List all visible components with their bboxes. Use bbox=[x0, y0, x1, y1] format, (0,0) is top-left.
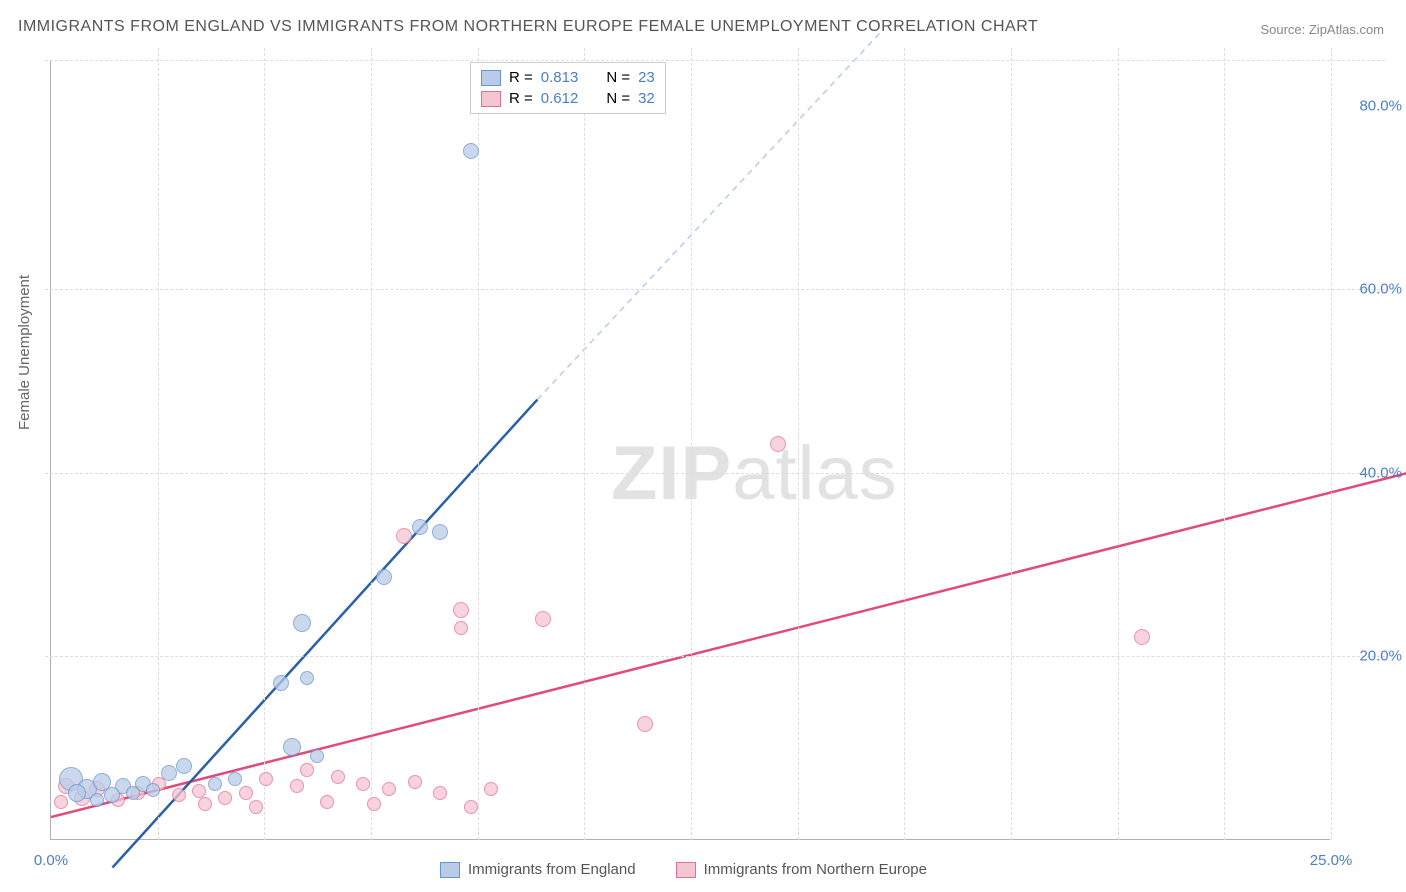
source-attribution: Source: ZipAtlas.com bbox=[1260, 22, 1384, 37]
gridline-v bbox=[1331, 48, 1332, 840]
gridline-v bbox=[584, 48, 585, 840]
data-point bbox=[146, 783, 160, 797]
data-point bbox=[408, 775, 422, 789]
data-point bbox=[104, 787, 120, 803]
series-legend: Immigrants from England Immigrants from … bbox=[440, 861, 927, 878]
legend-item-blue: Immigrants from England bbox=[440, 861, 636, 878]
swatch-pink bbox=[481, 91, 501, 107]
gridline-v bbox=[1011, 48, 1012, 840]
y-tick-label: 60.0% bbox=[1359, 281, 1402, 298]
legend-label-pink: Immigrants from Northern Europe bbox=[704, 861, 927, 878]
data-point bbox=[464, 800, 478, 814]
data-point bbox=[300, 763, 314, 777]
data-point bbox=[433, 786, 447, 800]
data-point bbox=[637, 716, 653, 732]
r-value-pink: 0.612 bbox=[541, 90, 579, 107]
data-point bbox=[1134, 629, 1150, 645]
data-point bbox=[126, 786, 140, 800]
data-point bbox=[356, 777, 370, 791]
data-point bbox=[172, 788, 186, 802]
gridline-h bbox=[45, 473, 1385, 474]
swatch-pink-icon bbox=[676, 862, 696, 878]
n-value-blue: 23 bbox=[638, 69, 655, 86]
legend-row-pink: R = 0.612 N = 32 bbox=[481, 88, 655, 109]
data-point bbox=[249, 800, 263, 814]
gridline-v bbox=[904, 48, 905, 840]
chart-title: IMMIGRANTS FROM ENGLAND VS IMMIGRANTS FR… bbox=[18, 18, 1038, 36]
data-point bbox=[453, 602, 469, 618]
data-point bbox=[176, 758, 192, 774]
data-point bbox=[331, 770, 345, 784]
gridline-h bbox=[45, 60, 1385, 61]
x-tick-label: 0.0% bbox=[34, 852, 68, 869]
r-value-blue: 0.813 bbox=[541, 69, 579, 86]
data-point bbox=[432, 524, 448, 540]
gridline-v bbox=[798, 48, 799, 840]
data-point bbox=[208, 777, 222, 791]
data-point bbox=[290, 779, 304, 793]
data-point bbox=[310, 749, 324, 763]
data-point bbox=[273, 675, 289, 691]
data-point bbox=[259, 772, 273, 786]
gridline-v bbox=[1224, 48, 1225, 840]
legend-label-blue: Immigrants from England bbox=[468, 861, 636, 878]
swatch-blue-icon bbox=[440, 862, 460, 878]
data-point bbox=[770, 436, 786, 452]
data-point bbox=[218, 791, 232, 805]
data-point bbox=[198, 797, 212, 811]
data-point bbox=[239, 786, 253, 800]
legend-row-blue: R = 0.813 N = 23 bbox=[481, 67, 655, 88]
data-point bbox=[300, 671, 314, 685]
correlation-legend: R = 0.813 N = 23 R = 0.612 N = 32 bbox=[470, 62, 666, 114]
data-point bbox=[161, 765, 177, 781]
y-axis-label: Female Unemployment bbox=[16, 275, 33, 430]
gridline-v bbox=[1118, 48, 1119, 840]
data-point bbox=[463, 143, 479, 159]
gridline-v bbox=[691, 48, 692, 840]
plot-area: ZIPatlas 20.0%40.0%60.0%80.0%0.0%25.0% bbox=[50, 60, 1330, 840]
data-point bbox=[454, 621, 468, 635]
data-point bbox=[484, 782, 498, 796]
y-tick-label: 80.0% bbox=[1359, 97, 1402, 114]
gridline-h bbox=[45, 289, 1385, 290]
swatch-blue bbox=[481, 70, 501, 86]
data-point bbox=[54, 795, 68, 809]
y-tick-label: 40.0% bbox=[1359, 464, 1402, 481]
gridline-v bbox=[158, 48, 159, 840]
data-point bbox=[228, 772, 242, 786]
data-point bbox=[535, 611, 551, 627]
data-point bbox=[90, 793, 104, 807]
data-point bbox=[283, 738, 301, 756]
data-point bbox=[320, 795, 334, 809]
n-value-pink: 32 bbox=[638, 90, 655, 107]
gridline-v bbox=[371, 48, 372, 840]
data-point bbox=[293, 614, 311, 632]
gridline-v bbox=[264, 48, 265, 840]
data-point bbox=[396, 528, 412, 544]
data-point bbox=[412, 519, 428, 535]
data-point bbox=[68, 784, 86, 802]
gridline-v bbox=[478, 48, 479, 840]
data-point bbox=[367, 797, 381, 811]
data-point bbox=[382, 782, 396, 796]
y-tick-label: 20.0% bbox=[1359, 648, 1402, 665]
data-point bbox=[376, 569, 392, 585]
legend-item-pink: Immigrants from Northern Europe bbox=[676, 861, 927, 878]
gridline-h bbox=[45, 656, 1385, 657]
x-tick-label: 25.0% bbox=[1310, 852, 1353, 869]
